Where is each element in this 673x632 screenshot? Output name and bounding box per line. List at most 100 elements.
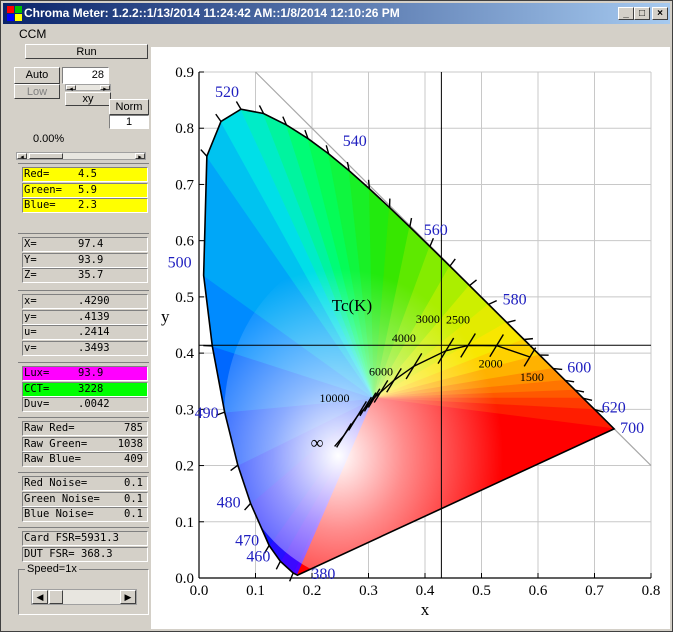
readout-value: 0.1	[124, 477, 143, 489]
speed-label: Speed=1x	[27, 563, 77, 575]
x-tick-label: 0.0	[190, 583, 209, 599]
readout-value: 368.3	[81, 547, 113, 560]
cct-label: 10000	[320, 391, 350, 405]
wavelength-label: 540	[343, 133, 367, 150]
wavelength-label: 490	[195, 405, 219, 422]
speed-thumb[interactable]	[49, 590, 63, 604]
readout-noise-0: Red Noise= 0.1	[22, 476, 148, 491]
y-tick-label: 0.7	[175, 177, 194, 193]
readout-fsr-0: Card FSR= 5931.3	[22, 531, 148, 546]
isotherm-line	[373, 379, 389, 403]
locus-tick	[230, 464, 239, 472]
scroll-right-icon[interactable]: ▸	[100, 85, 110, 93]
minimize-button[interactable]: _	[618, 7, 634, 20]
x-tick-label: 0.4	[416, 583, 435, 599]
xy-button[interactable]: xy	[65, 92, 111, 106]
run-button-label: Run	[76, 46, 97, 58]
scroll-thumb[interactable]	[29, 153, 63, 159]
readout-divider	[18, 233, 149, 234]
wavelength-label: 460	[246, 548, 270, 565]
cct-label: 2500	[446, 312, 470, 326]
readout-value: 0.1	[124, 508, 143, 520]
readout-chroma-1: y= .4139	[22, 309, 148, 325]
readout-value: 97.4	[78, 238, 104, 250]
isotherm-line	[386, 368, 402, 393]
wavelength-label: 470	[235, 533, 259, 550]
isotherm-line	[348, 401, 368, 431]
readout-rgb-1: Green= 5.9	[22, 182, 148, 198]
y-tick-label: 0.6	[175, 234, 194, 250]
auto-value-field[interactable]: 28	[62, 67, 109, 84]
scroll-left-icon[interactable]: ◂	[17, 153, 27, 161]
menu-item-ccm[interactable]: CCM	[19, 27, 47, 41]
wavelength-label: 620	[602, 400, 626, 417]
gamut-fill	[203, 109, 615, 576]
locus-tick	[325, 145, 330, 155]
locus-tick	[244, 502, 252, 511]
readout-value: 93.9	[78, 253, 104, 266]
readout-label: Raw Red=	[24, 422, 75, 434]
locus-tick	[200, 149, 208, 157]
readout-chroma-0: x= .4290	[22, 294, 148, 309]
norm-value-field[interactable]: 1	[109, 115, 149, 129]
auto-scrollbar[interactable]: ◂ ▸	[65, 84, 111, 93]
readout-label: Red=	[24, 168, 50, 180]
cct-label: 1500	[520, 370, 544, 384]
run-button[interactable]: Run	[25, 44, 148, 59]
isotherm-line	[437, 337, 455, 364]
wavelength-label: 580	[503, 291, 527, 308]
app-icon	[7, 6, 22, 21]
auto-button[interactable]: Auto	[14, 67, 60, 84]
y-tick-label: 0.5	[175, 290, 194, 306]
readout-value: .4139	[78, 310, 110, 323]
readout-label: Green=	[24, 183, 62, 196]
low-button[interactable]: Low	[14, 84, 60, 99]
wavelength-label: 380	[311, 566, 335, 583]
readout-fsr-1: DUT FSR= 368.3	[22, 546, 148, 562]
x-tick-label: 0.6	[529, 583, 548, 599]
locus-tick	[523, 337, 534, 341]
wavelength-label: 700	[620, 420, 644, 437]
readout-label: Y=	[24, 253, 37, 266]
speed-group: Speed=1x ◀ ▶	[18, 563, 149, 615]
readout-value: 93.9	[78, 367, 104, 379]
speed-slider[interactable]: ◀ ▶	[31, 589, 137, 605]
readout-xyz-2: Z= 35.7	[22, 268, 148, 283]
locus-tick	[258, 105, 265, 114]
readout-label: Raw Blue=	[24, 453, 81, 465]
speed-left-icon[interactable]: ◀	[32, 590, 48, 604]
title-bar[interactable]: Chroma Meter: 1.2.2::1/13/2014 11:24:42 …	[3, 3, 670, 24]
y-tick-label: 0.8	[175, 121, 194, 137]
locus-tick	[263, 545, 270, 554]
readout-label: Raw Green=	[24, 437, 88, 450]
readout-label: X=	[24, 238, 37, 250]
speed-right-icon[interactable]: ▶	[120, 590, 136, 604]
progress-scrollbar[interactable]: ◂ ▸	[16, 152, 146, 161]
scroll-right-icon[interactable]: ▸	[135, 153, 145, 161]
readout-divider	[18, 472, 149, 473]
scroll-left-icon[interactable]: ◂	[66, 85, 76, 93]
x-tick-label: 0.1	[246, 583, 265, 599]
readout-label: Red Noise=	[24, 477, 88, 489]
readout-label: CCT=	[24, 382, 50, 395]
chromaticity-plot[interactable]: 0.0 0.1 0.2 0.3 0.4 0.5 0.6 0.7 0.8 0.0 0.1 0.2 0.3 0…	[151, 47, 670, 629]
locus-tick	[304, 129, 309, 139]
readout-value: .3493	[78, 341, 110, 354]
locus-tick	[275, 560, 281, 570]
readout-value: 1038	[117, 437, 143, 450]
locus-tick	[565, 379, 575, 383]
readout-value: 35.7	[78, 269, 104, 281]
readout-raw-0: Raw Red= 785	[22, 421, 148, 436]
readout-label: Blue=	[24, 199, 56, 211]
isotherm-line	[359, 396, 373, 417]
locus-tick	[506, 319, 516, 324]
cct-title: Tc(K)	[332, 296, 372, 315]
x-tick-label: 0.8	[642, 583, 661, 599]
norm-button[interactable]: Norm	[109, 99, 149, 115]
isotherm-line	[523, 347, 537, 367]
cie-chart: 0.0 0.1 0.2 0.3 0.4 0.5 0.6 0.7 0.8 0.0 0.1 0.2 0.3 0…	[161, 65, 661, 619]
readout-xyz-1: Y= 93.9	[22, 252, 148, 268]
white-point-glow	[224, 244, 525, 576]
close-button[interactable]: ×	[652, 7, 668, 20]
maximize-button[interactable]: □	[634, 7, 650, 20]
